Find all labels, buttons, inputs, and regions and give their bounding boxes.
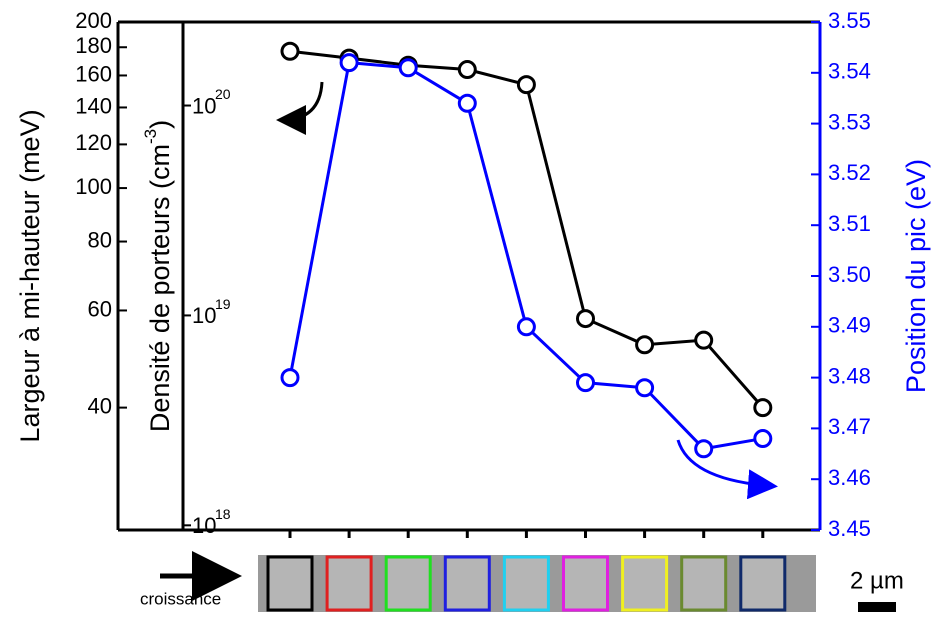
series-line xyxy=(289,49,764,409)
y2-tick-label: 3.54 xyxy=(828,59,871,84)
strip-box xyxy=(562,555,609,612)
data-point xyxy=(457,60,477,80)
y-tick-label: 100 xyxy=(75,174,112,199)
y3-tick-sup: 19 xyxy=(215,296,231,312)
arrow-left xyxy=(276,81,324,135)
data-point xyxy=(694,439,714,459)
y-tick-label: 60 xyxy=(88,296,112,321)
y-tick-label: 180 xyxy=(75,33,112,58)
y2-tick-label: 3.46 xyxy=(828,465,871,490)
strip-box xyxy=(384,555,432,612)
strip-box xyxy=(443,555,491,612)
strip-box xyxy=(680,555,728,612)
y2-axis-title: Position du pic (eV) xyxy=(901,159,931,393)
data-point xyxy=(516,317,536,337)
data-point xyxy=(280,368,300,388)
y-tick-label: 140 xyxy=(75,93,112,118)
strip-label: croissance xyxy=(140,589,221,608)
scale-bar xyxy=(858,602,896,612)
y2-tick-label: 3.52 xyxy=(828,160,871,185)
data-point xyxy=(398,58,418,78)
y2-tick-label: 3.47 xyxy=(828,414,871,439)
data-point xyxy=(339,53,359,73)
data-point xyxy=(753,398,773,418)
y-tick-label: 160 xyxy=(75,61,112,86)
y2-tick-label: 3.51 xyxy=(828,211,871,236)
data-point xyxy=(753,429,773,449)
data-point xyxy=(576,309,595,329)
y2-tick-label: 3.50 xyxy=(828,262,871,287)
y3-axis-title-sup: -3 xyxy=(141,129,160,144)
y3-axis-title: Densité de porteurs (cm-3) xyxy=(141,120,175,432)
y2-tick-label: 3.55 xyxy=(828,8,871,33)
data-point xyxy=(516,75,536,95)
y3-tick-label: 10 xyxy=(192,303,216,328)
strip-box xyxy=(621,555,669,612)
y2-tick-label: 3.48 xyxy=(828,363,871,388)
y3-tick-sup: 18 xyxy=(215,506,231,522)
arrow-right xyxy=(676,439,778,500)
data-point xyxy=(280,41,300,61)
strip-box xyxy=(739,555,787,612)
y3-tick-label: 10 xyxy=(192,93,216,118)
scale-label: 2 µm xyxy=(850,567,904,594)
y3-axis-title-end: ) xyxy=(145,120,175,129)
strip-box xyxy=(266,555,314,612)
data-point xyxy=(576,373,595,393)
y3-tick-label: 10 xyxy=(192,513,216,538)
strip-box xyxy=(325,555,373,612)
y2-tick-label: 3.49 xyxy=(828,313,871,338)
y-tick-label: 40 xyxy=(88,393,112,418)
y2-tick-label: 3.53 xyxy=(828,109,871,134)
y-tick-label: 120 xyxy=(75,130,112,155)
series-line xyxy=(288,61,764,451)
y-axis-title: Largeur à mi-hauteur (meV) xyxy=(15,109,45,442)
y-tick-label: 80 xyxy=(88,227,112,252)
data-point xyxy=(694,330,714,350)
data-point xyxy=(635,335,655,355)
strip-box xyxy=(502,555,550,612)
y3-axis-title-main: Densité de porteurs (cm xyxy=(145,144,175,432)
y-tick-label: 200 xyxy=(75,8,112,33)
y3-tick-sup: 20 xyxy=(215,86,231,102)
y2-tick-label: 3.45 xyxy=(828,516,871,541)
data-point xyxy=(635,378,655,398)
data-point xyxy=(457,93,477,113)
